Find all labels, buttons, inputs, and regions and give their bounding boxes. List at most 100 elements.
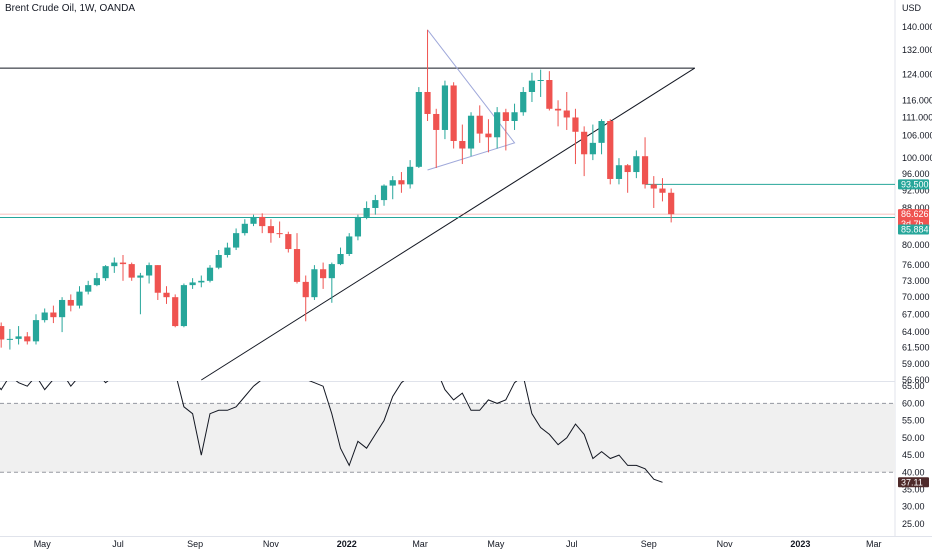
candle-body[interactable] <box>528 80 536 92</box>
candle-body[interactable] <box>598 121 605 143</box>
candle-body[interactable] <box>546 80 553 109</box>
price-tick-label: 124.000 <box>902 69 932 79</box>
candle-body[interactable] <box>224 247 231 255</box>
candle-body[interactable] <box>476 115 483 134</box>
candle-body[interactable] <box>50 312 57 318</box>
price-tick-label: 64.000 <box>902 327 930 337</box>
triangle-pattern[interactable] <box>427 29 516 171</box>
candle-body[interactable] <box>6 338 13 340</box>
candle-body[interactable] <box>215 254 222 268</box>
candle-body[interactable] <box>102 266 109 279</box>
candle-body[interactable] <box>537 80 544 82</box>
candle-body[interactable] <box>363 207 370 217</box>
candle-body[interactable] <box>67 299 74 306</box>
candle-body[interactable] <box>320 269 327 279</box>
candle-body[interactable] <box>137 275 144 278</box>
candle-body[interactable] <box>311 269 318 298</box>
candle-body[interactable] <box>267 226 275 234</box>
candle-body[interactable] <box>206 267 214 281</box>
candles[interactable] <box>0 29 675 350</box>
candle-body[interactable] <box>285 234 292 250</box>
rsi-axis[interactable]: 65.00 60.00 55.00 50.00 45.00 40.00 35.00 30.00… <box>902 381 925 529</box>
candle-body[interactable] <box>389 180 396 186</box>
price-tick-label: 76.000 <box>902 260 930 270</box>
candle-body[interactable] <box>58 299 66 318</box>
trend-line[interactable] <box>201 67 696 381</box>
candle-body[interactable] <box>24 336 31 342</box>
candle-body[interactable] <box>250 216 257 224</box>
candle-body[interactable] <box>128 264 135 278</box>
candle-body[interactable] <box>372 200 379 208</box>
candle-body[interactable] <box>276 233 283 235</box>
candle-body[interactable] <box>659 188 666 193</box>
candle-body[interactable] <box>633 156 640 173</box>
candle-body[interactable] <box>146 265 153 276</box>
candle-body[interactable] <box>180 285 188 327</box>
candle-body[interactable] <box>41 312 48 321</box>
last-price-tag-bg <box>898 209 929 230</box>
symbol-label[interactable]: Brent Crude Oil, 1W, OANDA <box>5 3 136 14</box>
candle-body[interactable] <box>76 291 83 306</box>
candle-body[interactable] <box>441 85 449 130</box>
candle-body[interactable] <box>233 233 240 248</box>
candle-body[interactable] <box>485 133 492 138</box>
candle-body[interactable] <box>424 91 431 114</box>
candle-body[interactable] <box>0 326 5 340</box>
candle-body[interactable] <box>624 165 631 173</box>
candle-body[interactable] <box>572 117 579 132</box>
candle-body[interactable] <box>302 281 309 298</box>
candle-body[interactable] <box>554 108 562 111</box>
candle-body[interactable] <box>198 280 205 283</box>
price-tick-label: 88.000 <box>902 203 930 213</box>
price-tick-label: 80.000 <box>902 240 930 250</box>
candle-body[interactable] <box>119 262 127 265</box>
candle-body[interactable] <box>615 165 623 179</box>
candle-body[interactable] <box>450 85 457 141</box>
candle-body[interactable] <box>581 131 588 155</box>
candle-body[interactable] <box>407 166 414 185</box>
candle-body[interactable] <box>668 192 675 215</box>
candle-body[interactable] <box>380 185 388 201</box>
candle-body[interactable] <box>85 285 92 292</box>
candle-body[interactable] <box>511 112 518 122</box>
time-axis[interactable]: MayJulSepNov2022MarMayJulSepNov2023MarMa… <box>34 539 932 549</box>
candle-body[interactable] <box>433 113 440 130</box>
price-tick-label: 61.500 <box>902 343 930 353</box>
candle-body[interactable] <box>337 253 344 265</box>
price-axis[interactable]: 140.000 132.000 124.000 116.000 111.000 106.0… <box>902 22 932 385</box>
candle-body[interactable] <box>293 249 301 282</box>
candle-body[interactable] <box>259 216 266 227</box>
candle-body[interactable] <box>415 91 422 167</box>
candle-body[interactable] <box>589 142 596 155</box>
candle-body[interactable] <box>494 112 501 138</box>
rsi-tick-label: 55.00 <box>902 416 925 426</box>
rsi-tick-label: 65.00 <box>902 381 925 391</box>
candle-body[interactable] <box>93 278 100 286</box>
candle-body[interactable] <box>502 112 509 122</box>
candle-body[interactable] <box>563 110 570 118</box>
candle-body[interactable] <box>32 320 40 342</box>
candle-body[interactable] <box>398 180 405 185</box>
candle-body[interactable] <box>650 184 657 189</box>
time-tick-label: Sep <box>641 539 657 549</box>
candle-body[interactable] <box>459 140 466 149</box>
candle-body[interactable] <box>111 262 118 267</box>
last-price-tag-text: 86.626 <box>901 209 929 219</box>
candle-body[interactable] <box>163 292 170 298</box>
candle-body[interactable] <box>172 297 179 327</box>
candle-body[interactable] <box>154 265 161 293</box>
candle-body[interactable] <box>346 236 353 254</box>
rsi-tick-label: 35.00 <box>902 485 925 495</box>
candle-body[interactable] <box>328 264 335 279</box>
candle-body[interactable] <box>607 121 614 179</box>
candle-body[interactable] <box>189 282 196 286</box>
candle-body[interactable] <box>641 156 649 185</box>
candle-body[interactable] <box>241 223 248 234</box>
candle-body[interactable] <box>467 115 475 149</box>
candle-body[interactable] <box>520 91 527 113</box>
drawings[interactable] <box>0 29 895 381</box>
price-tick-label: 96.000 <box>902 169 930 179</box>
candle-body[interactable] <box>354 216 362 237</box>
candle-body[interactable] <box>15 336 22 339</box>
